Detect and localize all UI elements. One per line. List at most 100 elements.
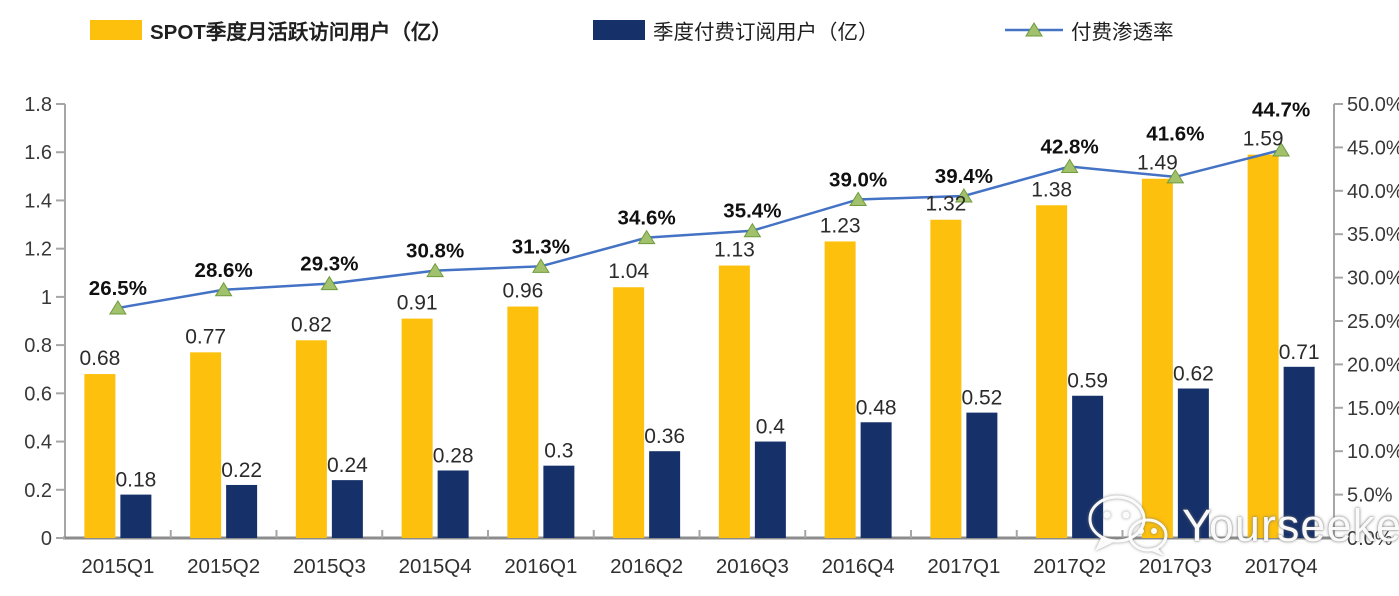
penetration-marker-2017Q4 [1272,142,1291,157]
subscribers-value-label-2015Q2: 0.22 [221,459,262,482]
right-axis-tick-label: 0.0% [1347,528,1393,550]
mau-value-label-2017Q2: 1.38 [1031,178,1072,201]
legend-label-subscribers: 季度付费订阅用户（亿） [653,21,879,44]
mau-value-label-2017Q4: 1.59 [1243,128,1284,151]
left-axis-tick-label: 1.4 [24,190,52,212]
subscribers-value-label-2016Q2: 0.36 [644,425,685,448]
left-axis-tick-label: 0.4 [24,432,52,454]
right-axis-tick-label: 40.0% [1347,181,1399,203]
right-axis-tick-label: 10.0% [1347,441,1399,463]
subscribers-bar-2016Q2 [649,451,681,538]
mau-value-label-2015Q2: 0.77 [185,325,226,348]
left-axis-tick-label: 1.6 [24,142,52,164]
left-axis-tick-label: 0 [41,528,52,550]
penetration-label-2015Q3: 29.3% [300,253,358,276]
subscribers-value-label-2015Q4: 0.28 [433,444,474,467]
mau-bar-2016Q1 [507,306,539,538]
penetration-label-2016Q2: 34.6% [618,207,676,230]
penetration-label-2017Q4: 44.7% [1252,99,1310,122]
left-axis-tick-label: 1.8 [24,94,52,116]
mau-bar-2017Q2 [1036,205,1068,538]
left-axis-tick-label: 1 [41,287,52,309]
subscribers-value-label-2016Q4: 0.48 [856,396,897,419]
subscribers-bar-2015Q1 [120,494,152,538]
mau-bar-2016Q4 [824,241,856,538]
mau-value-label-2017Q3: 1.49 [1137,152,1178,175]
x-axis-label: 2015Q4 [399,555,472,578]
penetration-marker-2016Q1 [531,258,550,273]
subscribers-value-label-2017Q2: 0.59 [1067,370,1108,393]
penetration-label-2017Q1: 39.4% [935,165,993,188]
legend-item-mau: SPOT季度月活跃访问用户（亿） [90,17,452,44]
penetration-marker-2015Q2 [214,281,233,297]
legend-label-penetration: 付费渗透率 [1071,21,1174,44]
penetration-marker-2017Q3 [1166,168,1185,184]
x-axis-label: 2017Q4 [1245,555,1318,578]
penetration-marker-2015Q1 [108,300,127,315]
legend-swatch-mau-bar [90,20,142,40]
right-axis-tick-label: 45.0% [1347,137,1399,159]
right-axis-tick-label: 30.0% [1347,268,1399,290]
subscribers-bar-2015Q2 [226,484,258,538]
subscribers-value-label-2015Q1: 0.18 [115,469,156,492]
mau-value-label-2016Q4: 1.23 [820,214,861,237]
penetration-label-2016Q1: 31.3% [512,235,570,258]
subscribers-bar-2017Q1 [966,412,998,538]
right-axis-tick-label: 35.0% [1347,224,1399,246]
penetration-marker-2015Q4 [426,262,445,278]
legend-label-mau: SPOT季度月活跃访问用户（亿） [150,21,452,44]
legend-line-sample-icon [1005,22,1063,37]
mau-bar-2016Q3 [718,265,750,538]
subscribers-bar-2016Q4 [860,422,892,538]
x-axis-label: 2016Q2 [610,555,683,578]
subscribers-bar-2017Q2 [1072,395,1104,538]
x-axis-label: 2015Q1 [81,555,154,578]
x-axis-label: 2015Q2 [187,555,260,578]
subscribers-value-label-2017Q1: 0.52 [961,387,1002,410]
penetration-label-2016Q4: 39.0% [829,168,887,191]
subscribers-value-label-2016Q3: 0.4 [756,416,786,439]
mau-value-label-2017Q1: 1.32 [925,193,966,216]
penetration-label-2015Q2: 28.6% [195,259,253,282]
x-axis-label: 2017Q3 [1139,555,1212,578]
right-axis-tick-label: 15.0% [1347,398,1399,420]
x-axis-label: 2017Q1 [927,555,1000,578]
right-axis-tick-label: 50.0% [1347,94,1399,116]
penetration-label-2016Q3: 35.4% [723,200,781,223]
left-axis-tick-label: 0.2 [24,480,52,502]
x-axis-label: 2016Q1 [504,555,577,578]
mau-bar-2015Q3 [295,340,327,538]
subscribers-bar-2017Q3 [1177,388,1209,538]
mau-bar-2017Q4 [1247,154,1279,538]
penetration-label-2017Q2: 42.8% [1041,135,1099,158]
mau-value-label-2016Q1: 0.96 [502,280,543,303]
legend-item-subscribers: 季度付费订阅用户（亿） [593,17,879,44]
left-axis-tick-label: 1.2 [24,239,52,261]
penetration-marker-2017Q2 [1060,158,1079,173]
x-axis-label: 2015Q3 [293,555,366,578]
subscribers-value-label-2016Q1: 0.3 [544,440,573,463]
subscribers-bar-2015Q3 [331,480,363,538]
right-axis-tick-label: 5.0% [1347,485,1393,507]
subscribers-bar-2017Q4 [1283,366,1315,538]
legend-swatch-subscribers-bar [593,20,645,40]
x-axis-label: 2016Q3 [716,555,789,578]
subscribers-value-label-2015Q3: 0.24 [327,454,368,477]
right-axis-tick-label: 25.0% [1347,311,1399,333]
left-axis-tick-label: 0.6 [24,383,52,405]
mau-value-label-2015Q1: 0.68 [79,347,120,370]
mau-value-label-2015Q4: 0.91 [397,292,438,315]
mau-value-label-2016Q2: 1.04 [608,260,649,283]
penetration-label-2015Q4: 30.8% [406,240,464,263]
x-axis-label: 2017Q2 [1033,555,1106,578]
penetration-line [117,148,1282,310]
x-axis-label: 2016Q4 [822,555,895,578]
penetration-marker-2016Q4 [849,191,868,206]
penetration-legend-marker [1025,22,1043,37]
mau-bar-2015Q2 [190,352,222,538]
penetration-marker-2017Q1 [954,188,973,203]
mau-bar-2017Q1 [930,219,962,538]
penetration-label-2017Q3: 41.6% [1146,123,1204,146]
penetration-marker-2015Q3 [320,275,339,291]
